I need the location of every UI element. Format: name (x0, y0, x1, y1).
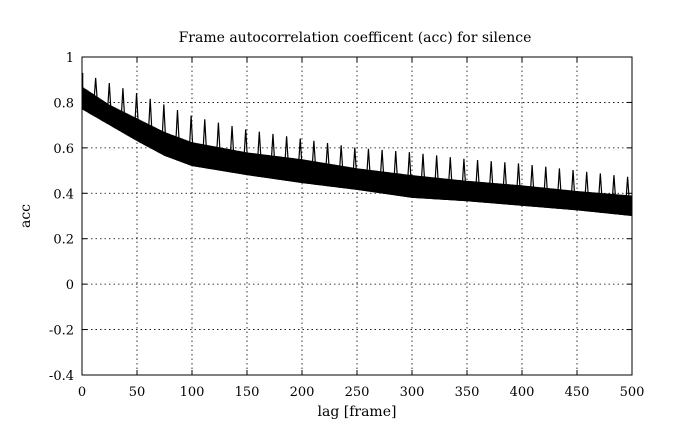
series-peak (93, 77, 98, 101)
x-tick-label: 400 (510, 385, 535, 400)
series-peak (216, 122, 221, 152)
series-peak (379, 149, 385, 176)
series-band-fill (82, 88, 632, 216)
series-peak (529, 164, 535, 191)
series-peak (598, 173, 603, 198)
series-peak (434, 155, 439, 183)
series-peak (175, 110, 180, 142)
x-tick-label: 150 (235, 385, 260, 400)
y-tick-label: 1 (66, 51, 74, 66)
series-peak (584, 171, 589, 197)
series-peak (502, 162, 508, 189)
x-tick-label: 100 (180, 385, 205, 400)
series-peak (338, 145, 344, 171)
data-layer (81, 72, 633, 217)
y-tick-label: 0 (66, 278, 74, 293)
series-peak (448, 157, 453, 184)
grid-layer (82, 57, 632, 375)
series-peak (557, 168, 562, 194)
series-peak (107, 83, 112, 110)
x-tick-label: 450 (565, 385, 590, 400)
x-tick-label: 350 (455, 385, 480, 400)
series-peak (284, 136, 289, 162)
x-tick-label: 500 (620, 385, 645, 400)
series-peak (311, 140, 317, 166)
series-peak (420, 153, 426, 181)
y-tick-label: 0.2 (53, 233, 74, 248)
tick-layer: 0 50 100 150 200 250 300 350 400 450 500 1 0.8 0.6 0.4… (49, 51, 644, 400)
x-axis-label: lag [frame] (318, 404, 397, 420)
x-tick-label: 300 (400, 385, 425, 400)
series-peak (148, 98, 153, 130)
series-peak (257, 131, 262, 159)
series-peak (120, 88, 126, 116)
y-axis-label: acc (18, 204, 34, 228)
series-peak (611, 175, 617, 199)
series-peak (393, 151, 398, 178)
series-peak (270, 133, 276, 161)
series-peak (202, 119, 207, 150)
y-tick-label: 0.6 (53, 142, 74, 157)
y-tick-label: -0.2 (49, 324, 74, 339)
series-peak (516, 163, 521, 190)
y-tick-label: -0.4 (49, 369, 74, 384)
chart-title: Frame autocorrelation coefficent (acc) f… (179, 30, 532, 46)
series-peak (161, 104, 167, 137)
y-tick-label: 0.8 (53, 96, 74, 111)
x-tick-label: 250 (345, 385, 370, 400)
series-peak (325, 142, 330, 169)
series-peak (570, 170, 576, 196)
series-peak (543, 166, 548, 193)
series-peak (229, 125, 235, 155)
series-peak (352, 147, 357, 173)
series-peak (475, 160, 480, 187)
series-peak (188, 115, 194, 147)
series-peak (134, 93, 139, 123)
series-peak (625, 176, 630, 200)
y-tick-label: 0.4 (53, 187, 74, 202)
series-peak (366, 148, 371, 175)
series-peak (407, 152, 412, 180)
series-peak (298, 138, 303, 164)
x-tick-label: 200 (290, 385, 315, 400)
x-tick-label: 50 (129, 385, 146, 400)
series-peak (489, 161, 494, 188)
series-peak (461, 158, 467, 186)
series-peak (243, 129, 248, 157)
x-tick-label: 0 (78, 385, 86, 400)
